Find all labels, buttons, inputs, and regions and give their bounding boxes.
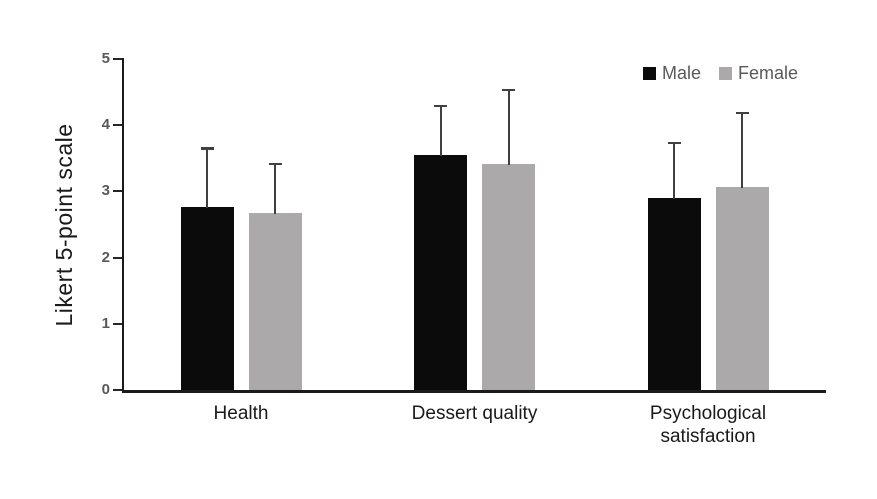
y-tick-label-3: 3 [101,182,110,200]
bar-female-health [248,213,302,390]
x-label-psychological-satisfaction: Psychological satisfaction [649,403,767,447]
y-tick-label-1: 1 [101,314,110,332]
legend-item-female: Female [719,63,798,84]
bar-female-dessert-quality [482,163,535,390]
legend-female-swatch [719,66,733,80]
y-tick-mark-4 [113,124,122,127]
error-bar-stem-female-dessert-quality [507,88,510,165]
error-bar-stem-female-psychological-satisfaction [741,111,743,189]
y-tick-mark-0 [113,389,122,391]
y-tick-mark-2 [113,256,122,259]
y-tick-label-5: 5 [101,50,110,67]
legend-male-label: Male [662,62,702,83]
error-bar-cap-female-health [268,162,282,166]
bar-male-psychological-satisfaction [647,198,701,390]
error-bar-stem-male-dessert-quality [439,104,442,156]
x-axis-line [121,389,826,393]
x-label-dessert-quality: Dessert quality [411,403,538,424]
y-axis-line [121,58,124,392]
legend-female-label: Female [738,62,799,83]
x-label-health: Health [213,403,269,424]
legend: Male Female [643,60,798,86]
y-tick-mark-3 [113,190,122,193]
y-tick-mark-1 [113,322,122,325]
error-bar-cap-female-dessert-quality [502,88,515,92]
error-bar-cap-female-psychological-satisfaction [735,111,749,115]
legend-male-swatch [643,66,656,80]
y-tick-label-0: 0 [101,381,110,398]
legend-item-male: Male [643,63,701,84]
y-tick-label-4: 4 [101,116,110,134]
error-bar-stem-male-psychological-satisfaction [673,141,675,200]
error-bar-cap-male-dessert-quality [434,104,447,108]
error-bar-stem-male-health [206,147,208,208]
y-tick-mark-5 [113,58,122,60]
bar-male-health [180,206,234,390]
y-axis-title: Likert 5-point scale [51,123,77,327]
bar-female-psychological-satisfaction [715,187,769,390]
bar-male-dessert-quality [414,154,467,390]
error-bar-stem-female-health [274,162,276,215]
error-bar-cap-male-psychological-satisfaction [667,141,681,145]
y-tick-label-2: 2 [101,248,110,266]
error-bar-cap-male-health [200,147,214,150]
